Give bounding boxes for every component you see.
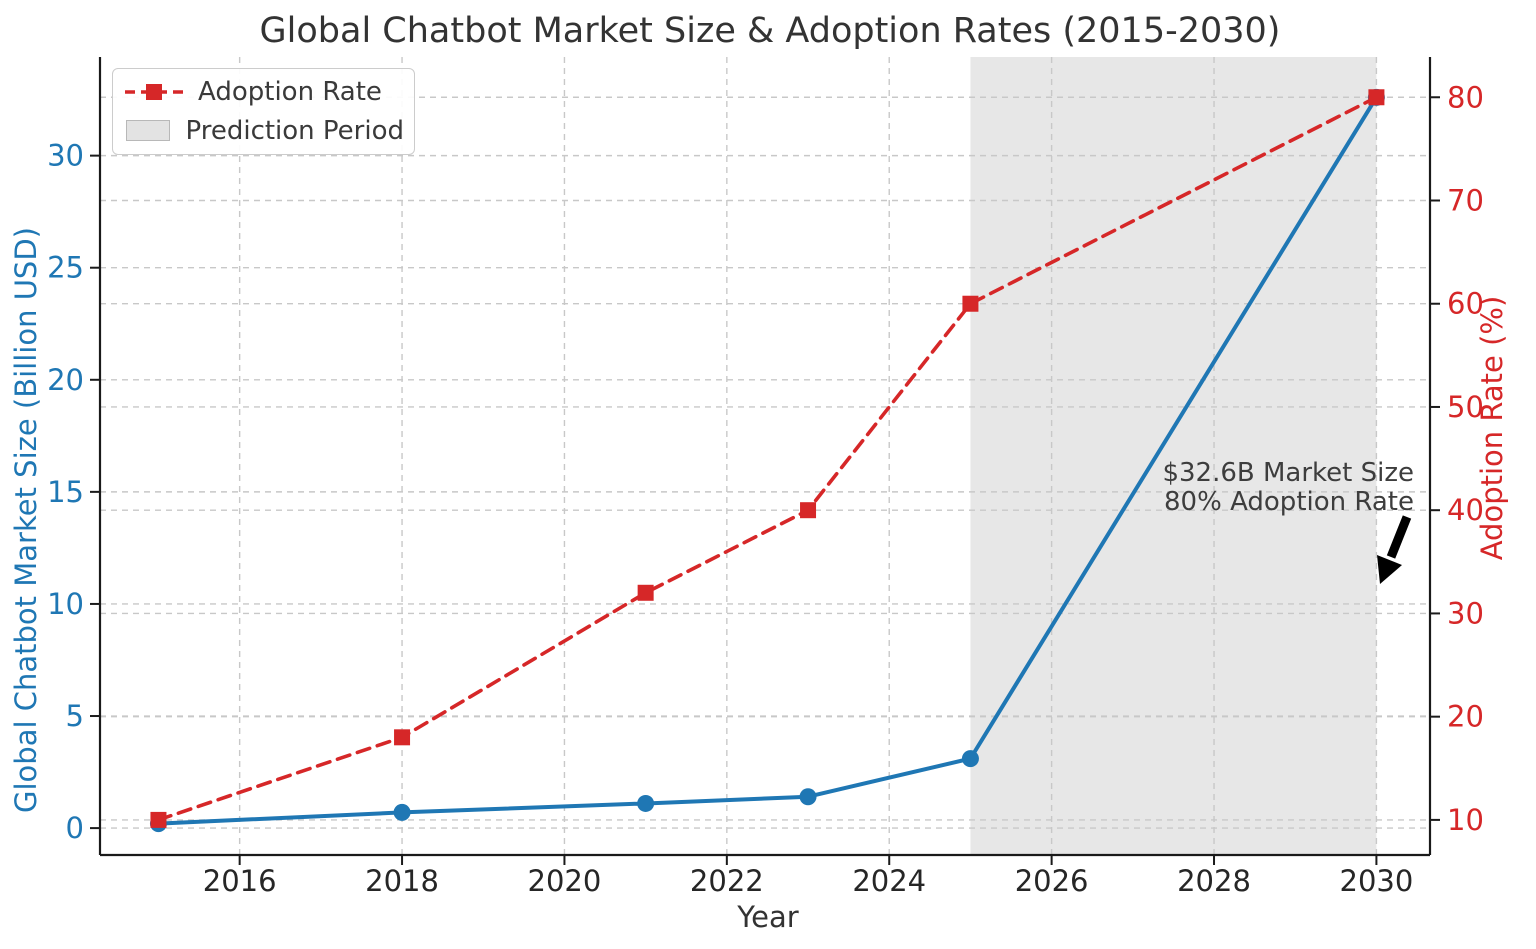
legend-label-prediction-period: Prediction Period: [185, 115, 405, 146]
x-tick-label: 2028: [1177, 864, 1251, 898]
x-tick-label: 2018: [365, 864, 439, 898]
y-axis-label-left: Global Chatbot Market Size (Billion USD): [9, 227, 43, 813]
y-tick-label-right: 70: [1447, 183, 1484, 217]
adoption-rate-marker: [962, 295, 979, 312]
y-tick-label-right: 60: [1447, 287, 1484, 321]
y-tick-label-right: 20: [1447, 700, 1484, 734]
y-tick-label-right: 50: [1447, 390, 1484, 424]
prediction-period-patch-icon: [126, 120, 170, 142]
y-tick-label-left: 30: [47, 139, 84, 173]
y-tick-label-left: 10: [47, 587, 84, 621]
annotation-arrow: [1377, 515, 1412, 584]
market-size-marker: [393, 803, 411, 821]
annotation-line-1: $32.6B Market Size: [1162, 458, 1414, 488]
legend-item-prediction-period: Prediction Period: [123, 112, 404, 150]
x-tick-label: 2020: [528, 864, 602, 898]
x-tick-label: 2026: [1015, 864, 1089, 898]
chart-title: Global Chatbot Market Size & Adoption Ra…: [260, 11, 1281, 51]
market-size-marker: [961, 750, 979, 768]
y-tick-label-left: 25: [47, 251, 84, 285]
adoption-rate-marker: [800, 502, 817, 519]
market-size-marker: [637, 794, 655, 812]
adoption-rate-marker: [150, 811, 167, 828]
x-tick-label: 2024: [852, 864, 926, 898]
market-size-marker: [799, 788, 817, 806]
y-tick-label-right: 10: [1447, 803, 1484, 837]
x-tick-label: 2030: [1340, 864, 1414, 898]
x-tick-label: 2022: [690, 864, 764, 898]
y-tick-label-left: 0: [66, 811, 84, 845]
y-tick-label-right: 80: [1447, 80, 1484, 114]
annotation-line-2: 80% Adoption Rate: [1164, 487, 1414, 517]
adoption-rate-marker: [1368, 89, 1385, 106]
market-size-line: [156, 95, 1379, 826]
y-tick-label-left: 15: [47, 475, 84, 509]
prediction-period-region: [970, 57, 1377, 855]
y-tick-label-right: 40: [1447, 493, 1484, 527]
legend-item-adoption-rate: Adoption Rate: [123, 73, 404, 111]
legend: Adoption Rate Prediction Period: [112, 68, 415, 155]
adoption-rate-marker: [394, 729, 411, 746]
legend-label-adoption-rate: Adoption Rate: [198, 77, 382, 108]
x-axis-label: Year: [736, 900, 798, 934]
y-tick-label-left: 5: [66, 699, 84, 733]
adoption-rate-marker: [637, 584, 654, 601]
y-tick-label-left: 20: [47, 363, 84, 397]
y-tick-label-right: 30: [1447, 596, 1484, 630]
x-tick-label: 2016: [203, 864, 277, 898]
adoption-rate-line-sample-icon: [125, 84, 183, 101]
adoption-rate-line: [156, 95, 1379, 822]
y-axis-label-right: Adoption Rate (%): [1475, 296, 1509, 561]
